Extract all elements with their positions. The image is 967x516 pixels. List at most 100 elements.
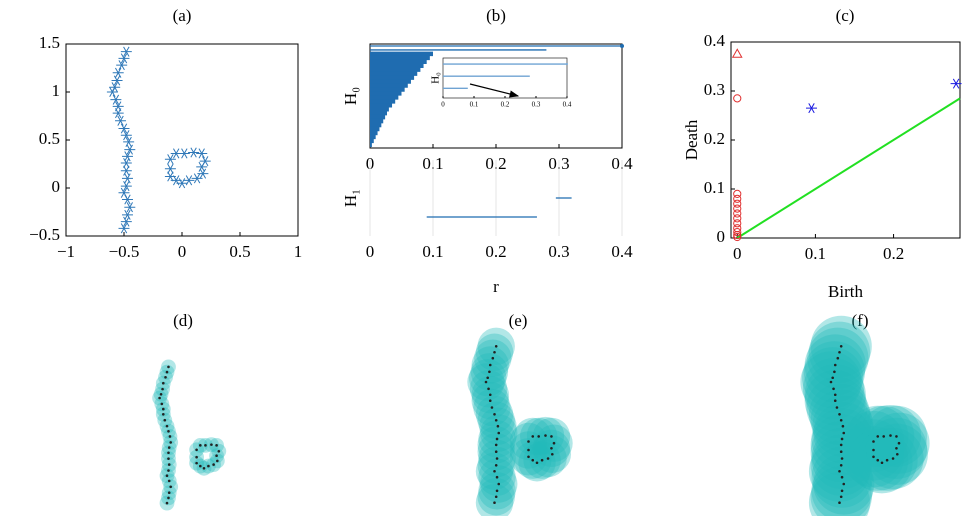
y-tick-label: 1.5 — [39, 33, 60, 52]
point — [169, 485, 172, 489]
point — [838, 413, 841, 416]
end-marker — [620, 43, 624, 48]
point — [195, 455, 198, 459]
x-axis-label: Birth — [828, 282, 863, 301]
x-tick-label: 0 — [733, 244, 742, 263]
point — [731, 48, 743, 58]
point — [531, 458, 535, 462]
x-tick-label: 0.3 — [532, 101, 541, 109]
point — [204, 444, 207, 447]
point — [537, 435, 540, 438]
point — [215, 454, 218, 458]
point — [167, 491, 171, 495]
point — [876, 458, 880, 462]
point — [496, 424, 500, 428]
y-tick-label: 0.1 — [704, 178, 725, 197]
point — [120, 46, 132, 57]
x-tick-label: 0.1 — [805, 244, 826, 263]
point — [839, 345, 843, 348]
point — [535, 461, 539, 465]
point — [872, 455, 875, 459]
y-tick-label: 1 — [52, 81, 61, 100]
point — [110, 94, 122, 105]
point — [165, 501, 169, 505]
point — [167, 479, 171, 483]
y-tick-label: 0 — [717, 227, 726, 246]
point — [733, 204, 742, 213]
point — [896, 452, 899, 456]
x-tick-label: 0 — [441, 101, 445, 109]
y-axis-label: H₀ — [430, 72, 442, 84]
point — [191, 173, 203, 184]
panel-title: (f) — [852, 311, 869, 330]
point — [120, 181, 132, 192]
point — [111, 75, 123, 86]
point — [885, 458, 889, 462]
point — [839, 418, 843, 422]
point — [124, 144, 136, 155]
point — [162, 407, 165, 411]
point — [487, 387, 490, 391]
point — [210, 443, 213, 446]
point — [546, 457, 550, 460]
point — [164, 375, 167, 379]
point — [833, 363, 837, 367]
x-tick-label: 0.2 — [485, 242, 506, 261]
point — [196, 148, 208, 159]
point — [832, 387, 835, 391]
point — [493, 501, 496, 505]
point — [836, 356, 840, 360]
point — [527, 448, 530, 452]
point — [551, 452, 554, 456]
point — [217, 449, 221, 453]
point — [895, 435, 898, 438]
point — [550, 435, 553, 438]
point — [163, 418, 167, 422]
y-tick-label: 0.2 — [704, 129, 725, 148]
point — [531, 435, 535, 438]
point — [838, 469, 841, 473]
point — [839, 443, 843, 447]
inset-arrow — [469, 83, 520, 98]
y-tick-label: −0.5 — [29, 225, 60, 244]
ball — [475, 484, 514, 516]
frame — [65, 43, 299, 237]
point — [494, 464, 498, 467]
point — [495, 457, 499, 460]
point — [167, 446, 171, 449]
point — [833, 393, 837, 397]
point — [121, 194, 133, 205]
point — [733, 219, 742, 228]
point — [160, 402, 164, 406]
point — [167, 430, 170, 433]
point — [840, 457, 844, 460]
point — [733, 214, 742, 223]
point — [120, 130, 132, 141]
y-axis-label: Death — [682, 119, 701, 160]
point — [829, 380, 833, 384]
point — [880, 461, 884, 465]
point — [167, 496, 170, 500]
point — [733, 209, 742, 218]
x-tick-label: 0.4 — [563, 101, 572, 109]
point — [183, 175, 195, 186]
point — [495, 437, 499, 441]
point — [112, 108, 124, 119]
point — [840, 489, 844, 493]
point — [121, 209, 133, 220]
point — [106, 86, 118, 98]
point — [495, 489, 499, 493]
point — [199, 444, 202, 447]
point — [540, 458, 544, 462]
point — [876, 435, 880, 438]
frame — [730, 41, 961, 239]
point — [159, 393, 163, 396]
point — [164, 154, 176, 165]
point — [124, 202, 136, 213]
point — [164, 163, 176, 174]
point — [167, 451, 170, 455]
point — [197, 168, 209, 179]
point — [161, 387, 164, 391]
point — [872, 440, 875, 443]
point — [831, 376, 834, 380]
